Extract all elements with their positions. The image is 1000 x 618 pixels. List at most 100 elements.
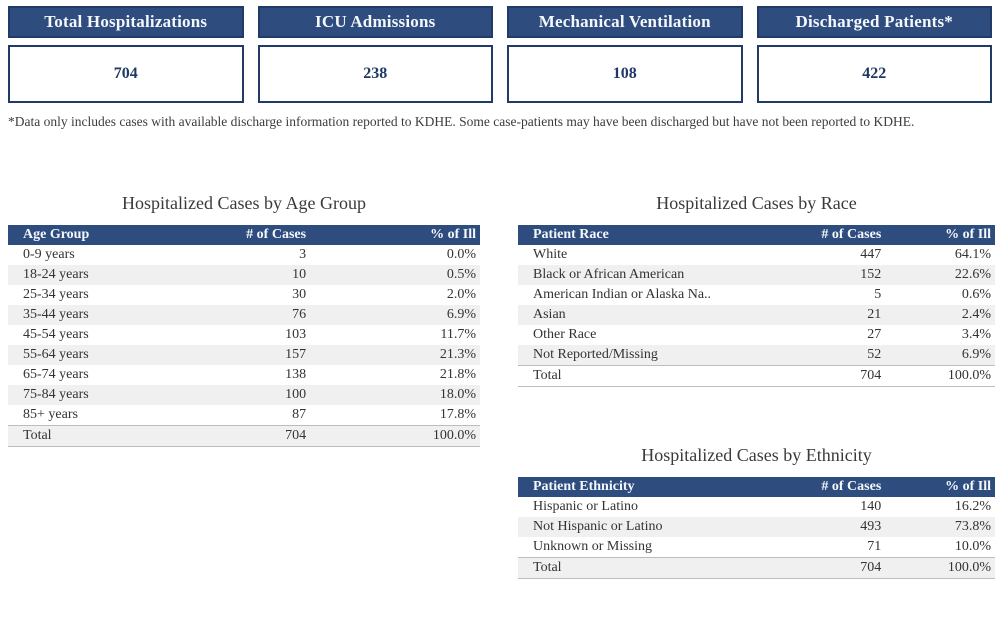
table-header-row: Age Group # of Cases% of Ill bbox=[8, 225, 480, 246]
age-table-block: Hospitalized Cases by Age Group Age Grou… bbox=[8, 191, 480, 448]
stat-card-value: 422 bbox=[862, 65, 887, 82]
stat-card-discharged-patients: Discharged Patients* 422 bbox=[756, 6, 992, 103]
stat-card-header: Mechanical Ventilation bbox=[507, 6, 743, 38]
table-row: 75-84 years 100 18.0% bbox=[8, 385, 480, 406]
row-value: 0.5% bbox=[446, 267, 476, 283]
ethnicity-table-block: Hospitalized Cases by Ethnicity Patient … bbox=[518, 443, 995, 580]
row-value: 3 bbox=[299, 247, 307, 263]
row-label: Unknown or Missing bbox=[533, 539, 653, 555]
row-value: 157 bbox=[285, 347, 307, 363]
row-label: Other Race bbox=[533, 327, 597, 343]
table-row: 25-34 years 30 2.0% bbox=[8, 285, 480, 305]
row-value: 100.0% bbox=[310, 425, 480, 448]
row-value: 3.4% bbox=[961, 327, 991, 343]
race-table: Patient Race # of Cases% of Ill White 447 64… bbox=[518, 225, 995, 388]
row-value: 704 bbox=[780, 557, 886, 580]
stat-card-value-box: 108 bbox=[507, 45, 743, 103]
row-value: 100.0% bbox=[885, 365, 995, 388]
row-label: Asian bbox=[533, 307, 566, 323]
stat-card-icu-admissions: ICU Admissions 238 bbox=[257, 6, 493, 103]
row-value: 18.0% bbox=[439, 387, 476, 403]
row-label: Not Reported/Missing bbox=[533, 347, 658, 363]
race-table-block: Hospitalized Cases by Race Patient Race #… bbox=[518, 191, 995, 388]
row-value: 87 bbox=[292, 407, 307, 423]
column-header: Patient Race bbox=[518, 225, 781, 246]
row-value: 27 bbox=[867, 327, 882, 343]
column-header: # of Cases bbox=[780, 225, 886, 246]
row-value: 6.9% bbox=[961, 347, 991, 363]
row-value: 140 bbox=[860, 499, 882, 515]
row-label: Hispanic or Latino bbox=[533, 499, 638, 515]
table-row: Hispanic or Latino 140 16.2% bbox=[518, 497, 995, 517]
row-value: 21.8% bbox=[439, 367, 476, 383]
row-value: 16.2% bbox=[954, 499, 991, 515]
column-header: % of Ill bbox=[885, 477, 995, 498]
table-row: 0-9 years 3 0.0% bbox=[8, 245, 480, 265]
row-label: White bbox=[533, 247, 568, 263]
summary-cards: Total Hospitalizations 704 ICU Admission… bbox=[8, 6, 992, 103]
stat-card-header: ICU Admissions bbox=[257, 6, 493, 38]
row-value: 152 bbox=[860, 267, 882, 283]
stat-card-label: Discharged Patients* bbox=[795, 12, 953, 31]
table-row: Other Race 27 3.4% bbox=[518, 325, 995, 345]
table-row: Not Hispanic or Latino 493 73.8% bbox=[518, 517, 995, 538]
row-value: 6.9% bbox=[446, 307, 476, 323]
race-ethnicity-column: Hospitalized Cases by Race Patient Race #… bbox=[518, 191, 995, 580]
row-value: 5 bbox=[874, 287, 882, 303]
row-label: Total bbox=[518, 557, 781, 580]
table-row: 45-54 years 103 11.7% bbox=[8, 325, 480, 345]
race-table-title: Hospitalized Cases by Race bbox=[656, 193, 857, 214]
age-table-title: Hospitalized Cases by Age Group bbox=[122, 193, 366, 214]
table-row: Black or African American 152 22.6% bbox=[518, 265, 995, 286]
row-label: Total bbox=[8, 425, 216, 448]
row-value: 73.8% bbox=[954, 519, 991, 535]
row-value: 11.7% bbox=[440, 327, 476, 343]
row-label: Total bbox=[518, 365, 781, 388]
row-value: 100.0% bbox=[885, 557, 995, 580]
stat-card-header: Total Hospitalizations bbox=[8, 6, 244, 38]
row-value: 22.6% bbox=[954, 267, 991, 283]
stat-card-value: 704 bbox=[113, 65, 138, 82]
row-value: 17.8% bbox=[439, 407, 476, 423]
row-value: 71 bbox=[867, 539, 882, 555]
stat-card-label: Total Hospitalizations bbox=[44, 12, 208, 31]
row-value: 52 bbox=[867, 347, 882, 363]
stat-card-header: Discharged Patients* bbox=[756, 6, 992, 38]
table-header-row: Patient Ethnicity # of Cases% of Ill bbox=[518, 477, 995, 498]
row-label: 0-9 years bbox=[23, 247, 75, 263]
row-label: Not Hispanic or Latino bbox=[533, 519, 663, 535]
row-label: 35-44 years bbox=[23, 307, 89, 323]
stat-card-value: 238 bbox=[363, 65, 388, 82]
row-value: 2.0% bbox=[446, 287, 476, 303]
row-value: 21 bbox=[867, 307, 882, 323]
row-label: American Indian or Alaska Na.. bbox=[533, 287, 712, 303]
row-value: 64.1% bbox=[954, 247, 991, 263]
row-label: 75-84 years bbox=[23, 387, 89, 403]
table-row: 35-44 years 76 6.9% bbox=[8, 305, 480, 326]
table-row: Unknown or Missing 71 10.0% bbox=[518, 537, 995, 558]
row-label: 85+ years bbox=[23, 407, 78, 423]
table-row: American Indian or Alaska Na.. 5 0.6% bbox=[518, 285, 995, 305]
table-row: 55-64 years 157 21.3% bbox=[8, 345, 480, 366]
tables-area: Hospitalized Cases by Age Group Age Grou… bbox=[8, 191, 1000, 580]
row-label: 18-24 years bbox=[23, 267, 89, 283]
table-row: White 447 64.1% bbox=[518, 245, 995, 265]
total-row: Total 704 100.0% bbox=[8, 425, 480, 448]
table-row: Asian 21 2.4% bbox=[518, 305, 995, 326]
stat-card-value-box: 238 bbox=[257, 45, 493, 103]
row-value: 10 bbox=[292, 267, 307, 283]
row-value: 0.0% bbox=[446, 247, 476, 263]
column-header: # of Cases bbox=[780, 477, 886, 498]
total-row: Total 704 100.0% bbox=[518, 557, 995, 580]
stat-card-mechanical-ventilation: Mechanical Ventilation 108 bbox=[507, 6, 743, 103]
row-value: 493 bbox=[860, 519, 882, 535]
table-row: Not Reported/Missing 52 6.9% bbox=[518, 345, 995, 366]
table-row: 18-24 years 10 0.5% bbox=[8, 265, 480, 286]
row-value: 21.3% bbox=[439, 347, 476, 363]
row-value: 704 bbox=[215, 425, 311, 448]
table-row: 85+ years 87 17.8% bbox=[8, 405, 480, 426]
column-header: Patient Ethnicity bbox=[518, 477, 781, 498]
row-value: 76 bbox=[292, 307, 307, 323]
stat-card-label: Mechanical Ventilation bbox=[538, 12, 711, 31]
row-value: 100 bbox=[285, 387, 307, 403]
